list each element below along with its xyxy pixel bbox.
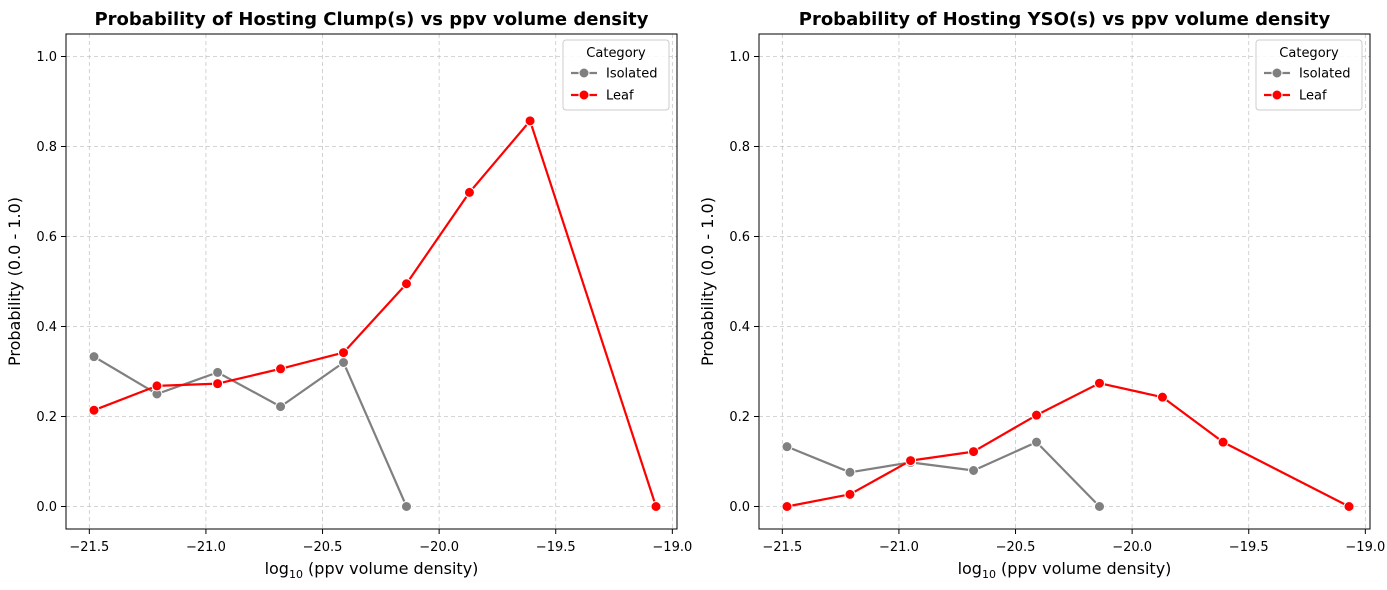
- y-tick-label: 0.8: [729, 140, 750, 155]
- y-axis-label: Probability (0.0 - 1.0): [5, 197, 24, 366]
- legend-marker-leaf: [578, 89, 590, 101]
- y-tick-label: 0.4: [729, 320, 750, 335]
- x-tick-label: −19.5: [1229, 540, 1269, 555]
- legend: Category Isolated Leaf: [562, 39, 670, 111]
- data-point-isolated: [1093, 501, 1105, 512]
- data-point-leaf: [212, 378, 224, 390]
- series-line-leaf: [786, 382, 1350, 508]
- y-tick-label: 1.0: [729, 50, 750, 65]
- y-tick-label: 0.8: [36, 140, 57, 155]
- data-point-leaf: [88, 404, 100, 416]
- data-point-leaf: [1031, 409, 1043, 421]
- legend-label-isolated: Isolated: [606, 67, 658, 82]
- data-point-leaf: [1093, 377, 1105, 389]
- y-tick-label: 0.0: [729, 500, 750, 515]
- data-point-leaf: [781, 501, 793, 512]
- y-tick-label: 0.2: [36, 410, 57, 425]
- x-tick-label: −21.0: [186, 540, 226, 555]
- data-point-leaf: [1217, 436, 1229, 448]
- x-tick-label: −21.5: [762, 540, 802, 555]
- data-point-isolated: [968, 465, 980, 476]
- x-axis-label: log10 (ppv volume density): [265, 559, 479, 581]
- data-point-leaf: [524, 115, 536, 127]
- data-point-isolated: [400, 501, 412, 512]
- data-point-isolated: [1031, 436, 1043, 448]
- data-point-leaf: [151, 380, 163, 392]
- plot-frame: [758, 33, 1371, 530]
- y-tick-label: 0.6: [36, 230, 57, 245]
- legend-marker-isolated: [578, 67, 590, 79]
- legend-label-isolated: Isolated: [1299, 67, 1351, 82]
- x-tick-label: −19.0: [652, 540, 692, 555]
- chart-title: Probability of Hosting YSO(s) vs ppv vol…: [799, 9, 1331, 30]
- data-point-isolated: [781, 441, 793, 453]
- legend-label-leaf: Leaf: [1299, 89, 1327, 104]
- x-tick-label: −20.5: [996, 540, 1036, 555]
- data-point-isolated: [212, 366, 224, 378]
- chart-title: Probability of Hosting Clump(s) vs ppv v…: [94, 9, 648, 30]
- y-tick-label: 0.6: [729, 230, 750, 245]
- legend-marker-isolated: [1271, 67, 1283, 79]
- data-point-leaf: [400, 278, 412, 290]
- data-point-isolated: [88, 351, 100, 363]
- series-line-isolated: [93, 355, 408, 507]
- x-tick-label: −21.5: [69, 540, 109, 555]
- y-tick-label: 1.0: [36, 50, 57, 65]
- data-point-isolated: [338, 357, 350, 368]
- data-point-isolated: [275, 401, 287, 413]
- series-line-leaf: [93, 119, 658, 507]
- plot-frame: [65, 33, 678, 530]
- panel-2: −21.5 −21.0 −20.5 −20.0 −19.5 −19.0 0.0 0.2 0.4 0…: [698, 9, 1385, 581]
- data-point-leaf: [275, 363, 287, 375]
- x-tick-label: −20.5: [303, 540, 343, 555]
- data-point-isolated: [844, 466, 856, 478]
- x-tick-label: −19.0: [1345, 540, 1385, 555]
- legend-title: Category: [1279, 46, 1339, 61]
- data-point-leaf: [968, 446, 980, 458]
- data-point-leaf: [1343, 501, 1355, 512]
- legend-label-leaf: Leaf: [606, 89, 634, 104]
- legend-marker-leaf: [1271, 89, 1283, 101]
- data-point-leaf: [338, 347, 350, 359]
- y-axis-label: Probability (0.0 - 1.0): [698, 197, 717, 366]
- x-tick-label: −21.0: [879, 540, 919, 555]
- y-tick-label: 0.0: [36, 500, 57, 515]
- data-point-leaf: [844, 488, 856, 500]
- data-point-leaf: [650, 501, 662, 512]
- panel-1: −21.5 −21.0 −20.5 −20.0 −19.5 −19.0 0.0 0.2 0.4 0…: [5, 9, 692, 581]
- data-point-leaf: [1156, 391, 1168, 403]
- y-tick-label: 0.4: [36, 320, 57, 335]
- data-point-leaf: [463, 186, 475, 198]
- legend-box: [562, 39, 670, 111]
- series-line-isolated: [786, 441, 1101, 508]
- x-axis-label: log10 (ppv volume density): [958, 559, 1172, 581]
- x-tick-label: −20.0: [419, 540, 459, 555]
- x-tick-label: −20.0: [1112, 540, 1152, 555]
- data-point-leaf: [905, 455, 917, 467]
- legend-box: [1255, 39, 1363, 111]
- legend: Category Isolated Leaf: [1255, 39, 1363, 111]
- y-tick-label: 0.2: [729, 410, 750, 425]
- legend-title: Category: [586, 46, 646, 61]
- x-tick-label: −19.5: [536, 540, 576, 555]
